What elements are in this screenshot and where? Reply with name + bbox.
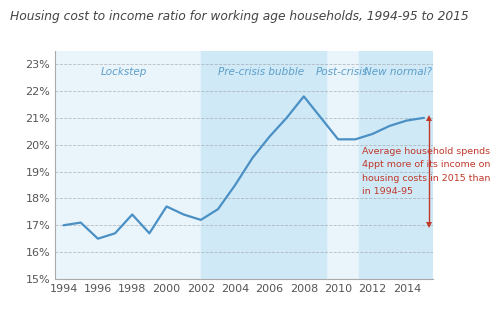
Text: Housing cost to income ratio for working age households, 1994-95 to 2015: Housing cost to income ratio for working… [10, 10, 468, 23]
Bar [358, 51, 441, 279]
Bar [201, 51, 326, 279]
Text: Post-crisis: Post-crisis [316, 67, 368, 77]
Text: Lockstep: Lockstep [100, 67, 147, 77]
Text: New normal?: New normal? [364, 67, 432, 77]
Text: Average household spends
4ppt more of its income on
housing costs in 2015 than
i: Average household spends 4ppt more of it… [362, 147, 490, 196]
Text: Pre-crisis bubble: Pre-crisis bubble [218, 67, 304, 77]
